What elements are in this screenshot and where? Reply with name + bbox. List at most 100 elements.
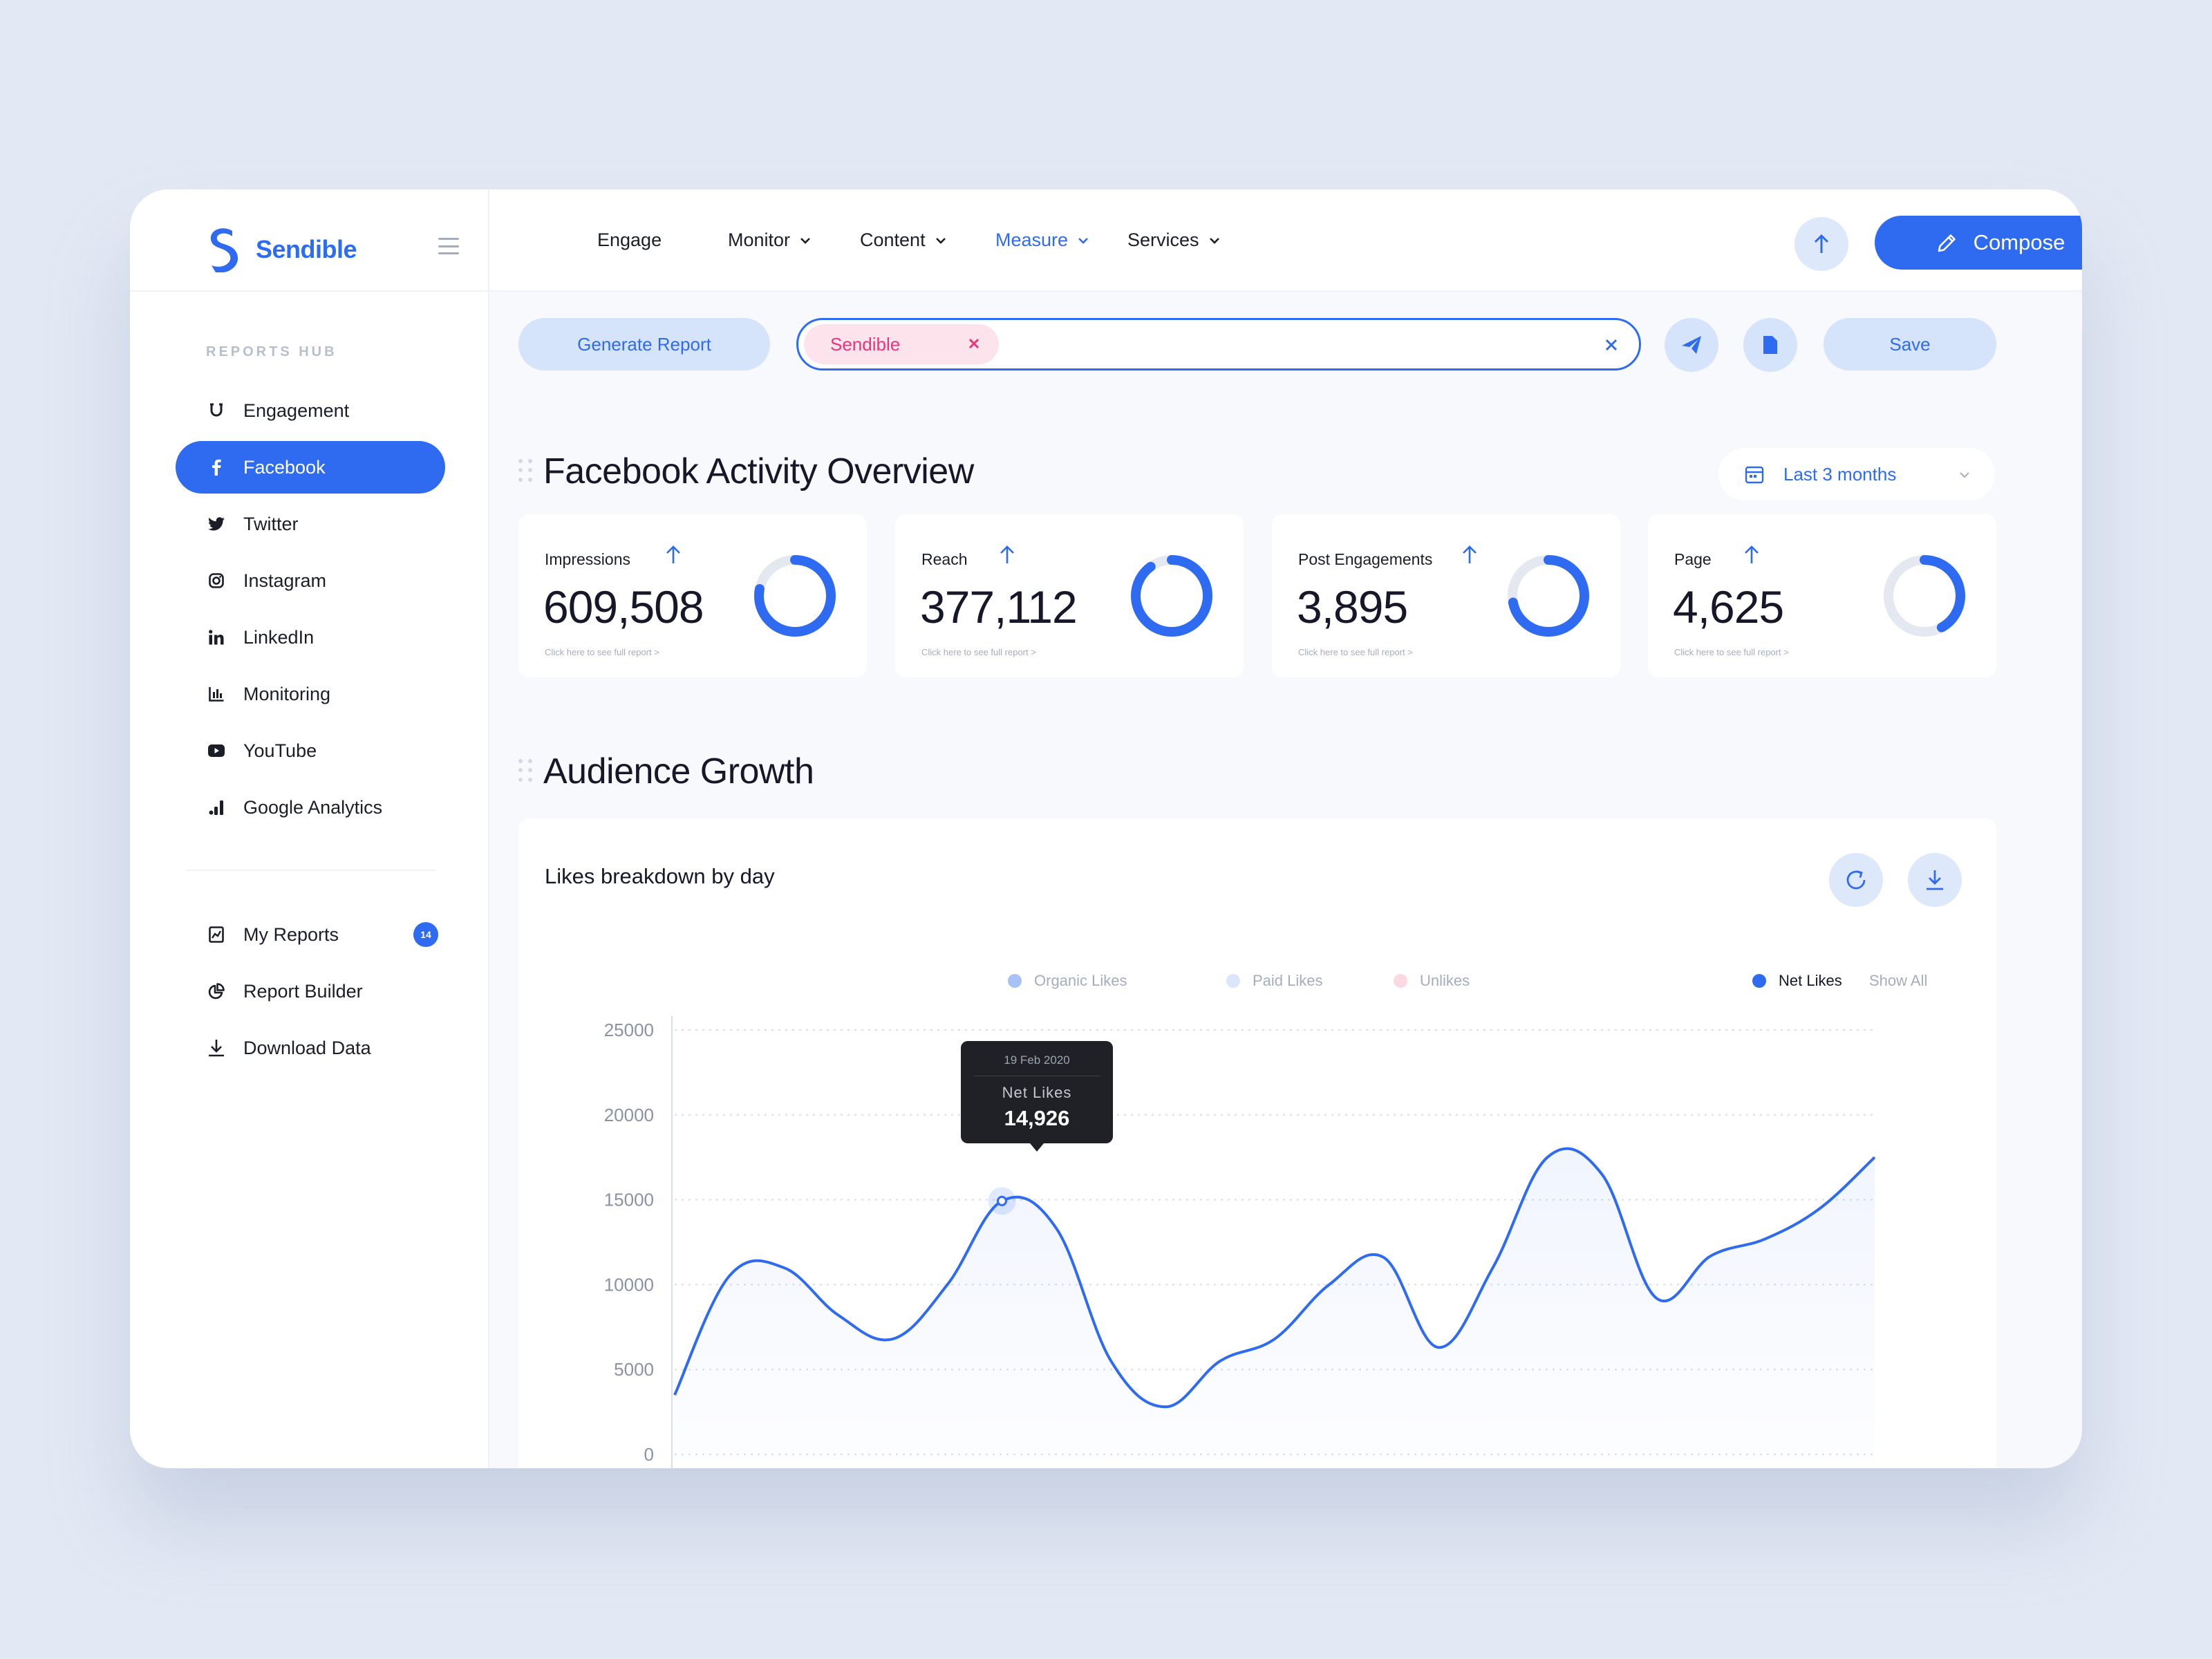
menu-item-monitor[interactable]: Monitor [728, 229, 811, 251]
brand[interactable]: Sendible [205, 218, 357, 281]
drag-handle-icon[interactable] [518, 759, 532, 782]
full-report-link[interactable]: Click here to see full report > [1674, 647, 1789, 657]
generate-report-label: Generate Report [577, 333, 711, 355]
data-point[interactable] [781, 1265, 787, 1271]
data-point[interactable] [727, 1273, 732, 1279]
remove-tag-icon[interactable] [967, 337, 981, 350]
sidebar-item-label: Report Builder [243, 980, 363, 1002]
chart-tooltip: 19 Feb 2020 Net Likes 14,926 [961, 1041, 1113, 1152]
data-point[interactable] [1217, 1358, 1223, 1364]
sidebar-item-my-reports[interactable]: My Reports 14 [176, 908, 445, 961]
data-point[interactable] [1763, 1236, 1768, 1241]
data-point[interactable] [1272, 1336, 1277, 1342]
sidebar-item-engagement[interactable]: Engagement [176, 384, 445, 437]
menu-toggle-icon[interactable] [438, 238, 459, 254]
download-icon [1927, 870, 1943, 890]
stat-card-impressions[interactable]: Impressions 609,508 Click here to see fu… [518, 514, 867, 677]
data-point[interactable] [672, 1392, 677, 1398]
series-line-net-likes[interactable] [673, 1147, 1876, 1409]
export-document-button[interactable] [1743, 318, 1797, 372]
data-point[interactable] [1163, 1404, 1168, 1409]
legend-label: Paid Likes [1253, 972, 1323, 989]
tooltip-value: 14,926 [1004, 1106, 1070, 1130]
sidebar-item-instagram[interactable]: Instagram [176, 554, 445, 607]
sidebar-item-download-data[interactable]: Download Data [176, 1022, 445, 1074]
menu-item-content[interactable]: Content [860, 229, 946, 251]
progress-ring [1884, 555, 1965, 637]
save-button[interactable]: Save [1824, 318, 1996, 371]
stat-card-post-engagements[interactable]: Post Engagements 3,895 Click here to see… [1272, 514, 1620, 677]
menu-item-engage[interactable]: Engage [597, 229, 662, 251]
full-report-link[interactable]: Click here to see full report > [921, 647, 1036, 657]
clear-input-icon[interactable] [1604, 338, 1618, 352]
generate-report-button[interactable]: Generate Report [518, 318, 770, 371]
top-navigation-bar: Engage Monitor Content Measure Services [489, 189, 2082, 292]
data-point[interactable] [890, 1336, 896, 1342]
stat-card-page[interactable]: Page 4,625 Click here to see full report… [1648, 514, 1996, 677]
data-point[interactable] [1817, 1206, 1823, 1211]
sidebar-item-twitter[interactable]: Twitter [176, 498, 445, 550]
data-point[interactable] [1327, 1282, 1332, 1287]
menu-item-services[interactable]: Services [1127, 229, 1220, 251]
pie-chart-icon [207, 982, 225, 1000]
series-area [675, 1148, 1875, 1454]
data-point[interactable] [1381, 1255, 1387, 1260]
sidebar: Sendible REPORTS HUB Engagement Facebook… [130, 189, 489, 1468]
data-point[interactable] [1490, 1265, 1496, 1271]
sidebar-divider [187, 870, 435, 871]
full-report-link[interactable]: Click here to see full report > [545, 647, 659, 657]
refresh-button[interactable] [1829, 853, 1883, 907]
data-point[interactable] [1599, 1172, 1604, 1177]
sidebar-item-linkedin[interactable]: LinkedIn [176, 611, 445, 664]
sidebar-item-monitoring[interactable]: Monitoring [176, 668, 445, 720]
drag-handle-icon[interactable] [518, 459, 532, 482]
compose-button[interactable]: Compose [1875, 216, 2082, 270]
data-point[interactable] [1653, 1295, 1659, 1301]
legend-label: Net Likes [1779, 972, 1842, 989]
analytics-icon [207, 798, 225, 816]
data-point[interactable] [1436, 1344, 1441, 1350]
legend-paid-likes[interactable]: Paid Likes [1226, 972, 1323, 990]
data-point[interactable] [1708, 1253, 1714, 1259]
upload-button[interactable] [1794, 217, 1848, 271]
menu-item-label: Engage [597, 229, 662, 250]
data-point[interactable] [945, 1282, 950, 1287]
download-chart-button[interactable] [1908, 853, 1962, 907]
data-point[interactable] [1872, 1154, 1877, 1160]
legend-dot [1008, 974, 1022, 988]
instagram-icon [207, 572, 225, 590]
full-report-link[interactable]: Click here to see full report > [1298, 647, 1413, 657]
sidebar-item-youtube[interactable]: YouTube [176, 724, 445, 777]
profile-filter-input[interactable]: Sendible [796, 318, 1641, 371]
data-point[interactable] [836, 1313, 841, 1318]
stat-label: Reach [921, 550, 968, 568]
date-range-label: Last 3 months [1783, 463, 1897, 485]
stat-value: 609,508 [543, 581, 704, 632]
legend-unlikes[interactable]: Unlikes [1394, 972, 1470, 990]
data-point[interactable] [1108, 1358, 1114, 1364]
profile-tag-label: Sendible [830, 333, 901, 355]
stat-label: Post Engagements [1298, 550, 1433, 568]
magnet-icon [207, 402, 225, 420]
chevron-down-icon [1960, 472, 1969, 478]
chevron-down-icon [935, 237, 946, 244]
legend-net-likes[interactable]: Net Likes [1752, 972, 1842, 990]
sidebar-item-facebook[interactable]: Facebook [176, 441, 445, 494]
data-point[interactable] [1545, 1154, 1550, 1160]
menu-item-measure[interactable]: Measure [995, 229, 1089, 251]
stat-card-reach[interactable]: Reach 377,112 Click here to see full rep… [895, 514, 1244, 677]
legend-organic-likes[interactable]: Organic Likes [1008, 972, 1127, 990]
sidebar-item-google-analytics[interactable]: Google Analytics [176, 781, 445, 834]
y-tick-label: 5000 [614, 1359, 654, 1380]
show-all-link[interactable]: Show All [1869, 972, 1927, 990]
highlighted-data-point[interactable] [996, 1195, 1007, 1206]
linkedin-icon [207, 628, 225, 646]
date-range-select[interactable]: Last 3 months [1718, 448, 1995, 500]
chevron-down-icon [1209, 237, 1219, 244]
chevron-down-icon [1078, 237, 1088, 244]
sidebar-item-label: YouTube [243, 740, 317, 761]
send-report-button[interactable] [1665, 318, 1718, 372]
sidebar-item-report-builder[interactable]: Report Builder [176, 965, 445, 1018]
y-tick-label: 0 [644, 1444, 654, 1465]
data-point[interactable] [1053, 1226, 1059, 1231]
